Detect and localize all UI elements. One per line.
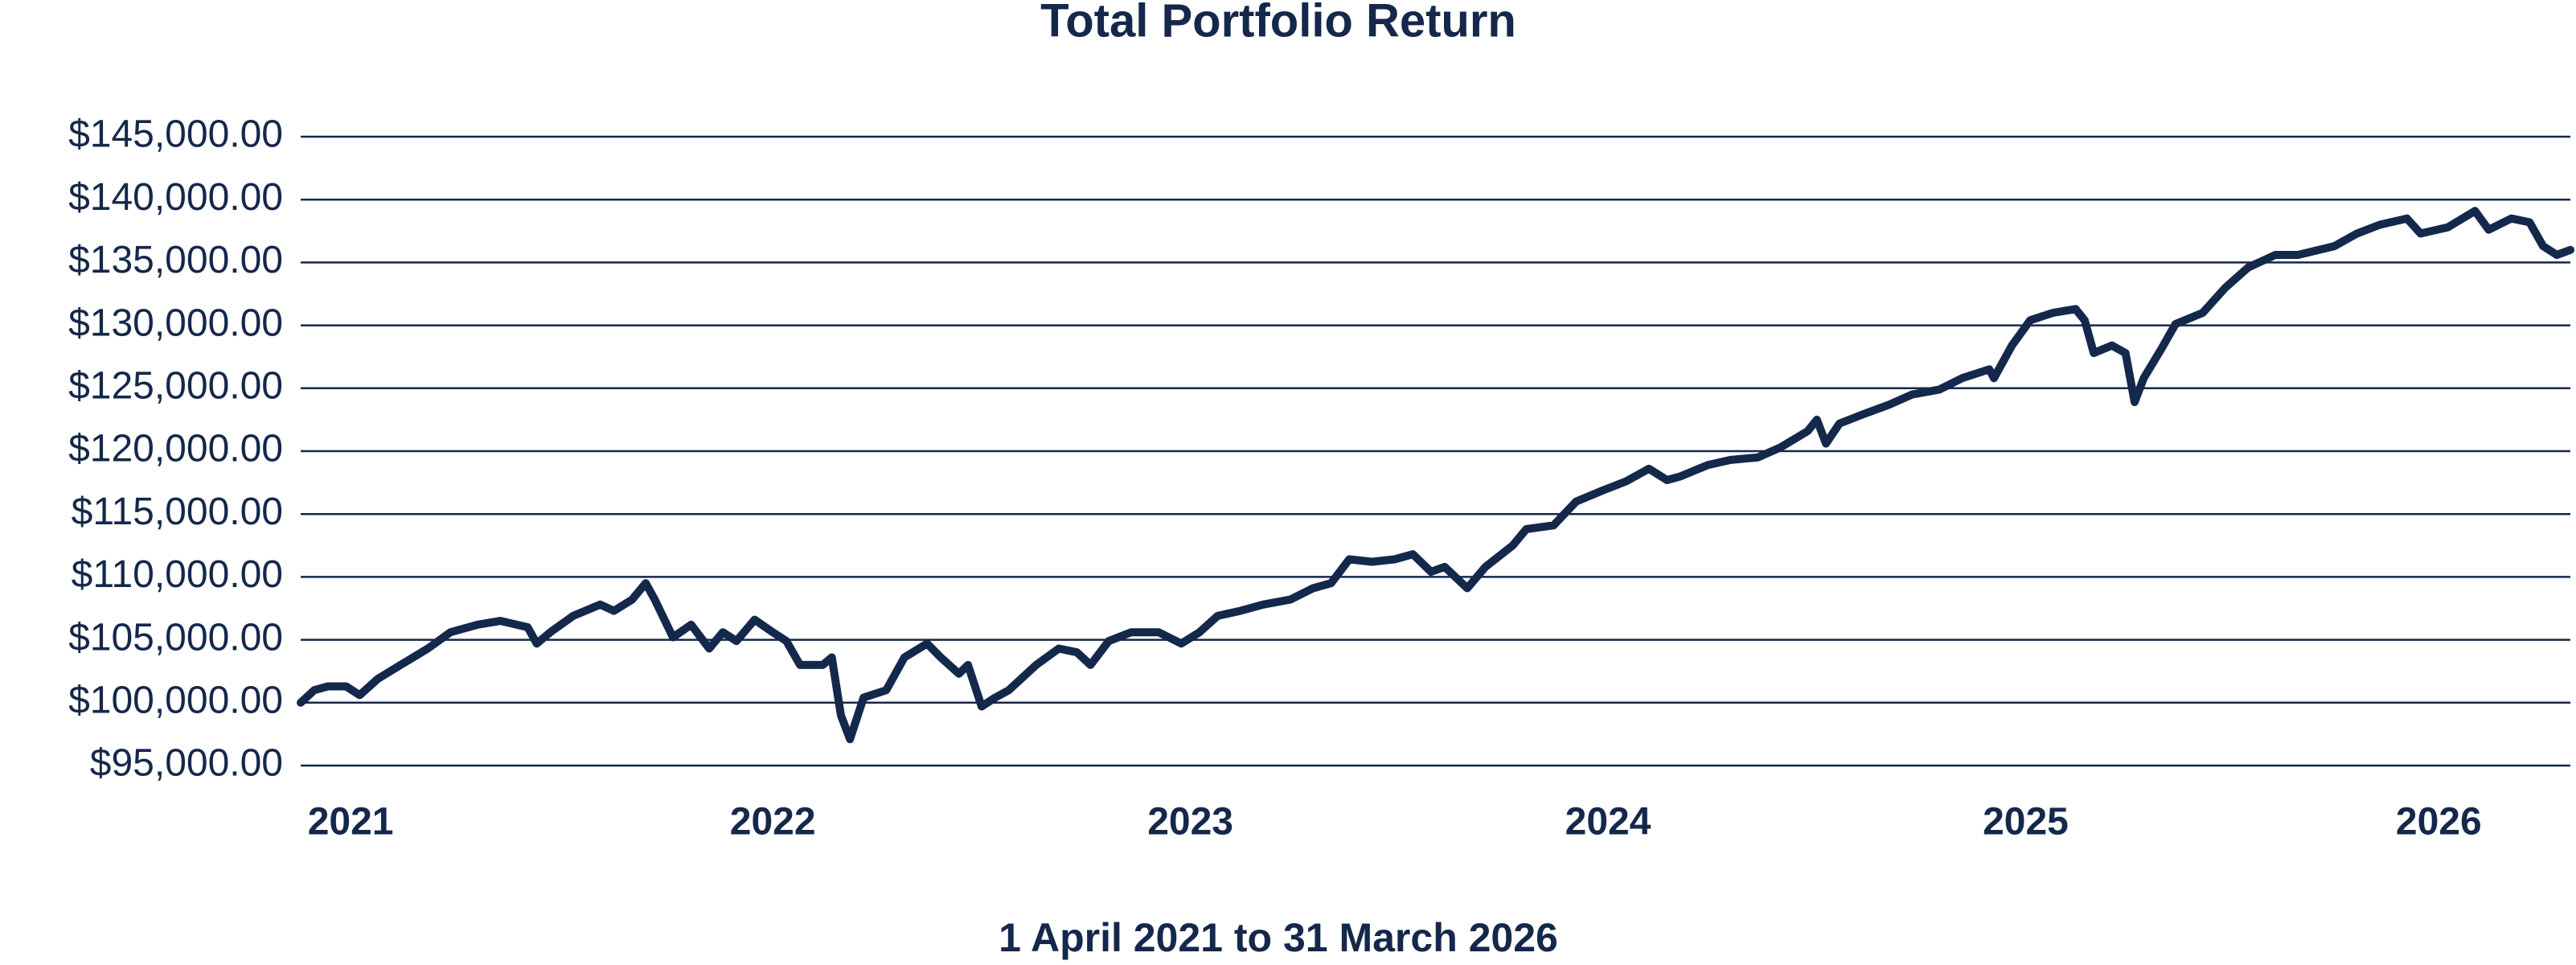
y-tick-label: $130,000.00 [68, 302, 283, 344]
chart-title: Total Portfolio Return [1040, 0, 1516, 47]
y-tick-label: $125,000.00 [68, 364, 283, 407]
y-tick-label: $135,000.00 [68, 239, 283, 281]
y-tick-label: $115,000.00 [72, 491, 283, 533]
x-tick-label: 2025 [1983, 801, 2069, 844]
x-tick-label: 2022 [730, 801, 816, 844]
x-tick-label: 2026 [2396, 801, 2482, 844]
x-tick-label: 2024 [1565, 801, 1651, 844]
y-tick-label: $145,000.00 [68, 113, 283, 156]
y-tick-label: $100,000.00 [68, 679, 283, 721]
y-tick-label: $105,000.00 [68, 616, 283, 659]
y-tick-label: $120,000.00 [68, 428, 283, 470]
x-tick-label: 2021 [308, 801, 394, 844]
x-axis-label: 1 April 2021 to 31 March 2026 [999, 915, 1558, 960]
data-line [297, 207, 2574, 744]
x-tick-label: 2023 [1147, 801, 1233, 844]
y-tick-label: $110,000.00 [72, 553, 283, 596]
y-tick-label: $95,000.00 [90, 742, 283, 785]
y-tick-label: $140,000.00 [68, 176, 283, 219]
